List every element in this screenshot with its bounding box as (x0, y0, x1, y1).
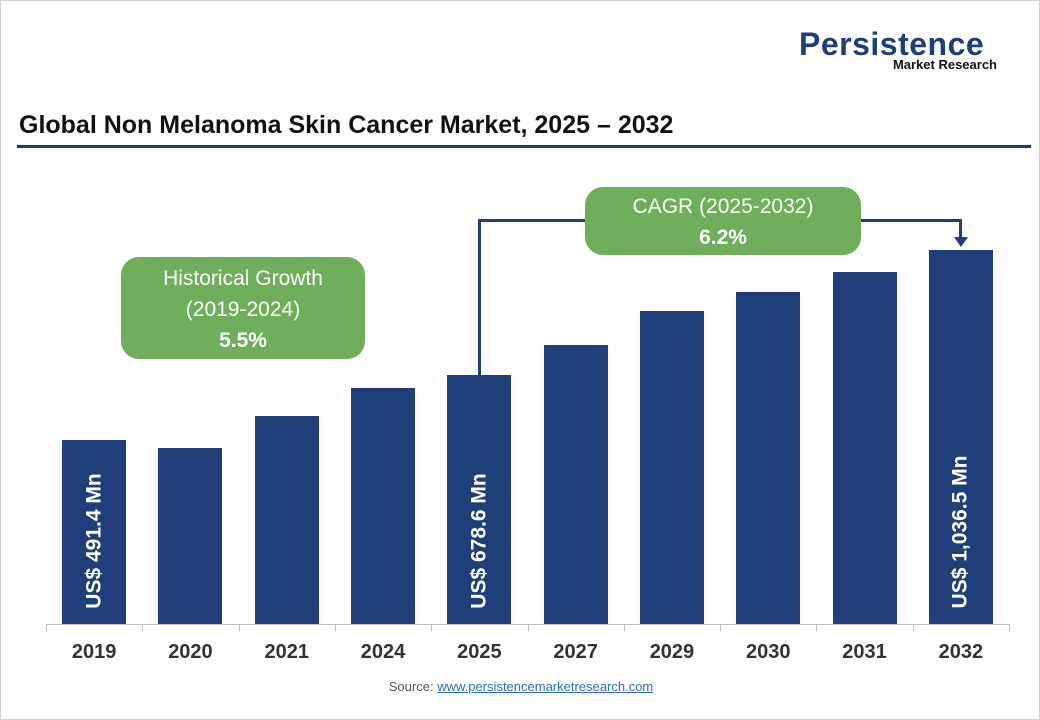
cagr-value: 6.2% (699, 226, 747, 249)
x-tick-label: 2029 (649, 641, 695, 663)
x-tick-label: 2025 (457, 641, 502, 663)
x-tick-label: 2030 (746, 641, 791, 663)
bar-2024 (351, 387, 416, 624)
x-tick-label: 2032 (938, 641, 984, 663)
source-label: Source: (388, 679, 434, 694)
x-tick-label: 2027 (553, 641, 598, 663)
source-link[interactable]: www.persistencemarketresearch.com (437, 679, 654, 694)
source-note: Source: www.persistencemarketresearch.co… (1, 679, 1039, 694)
x-tick (1009, 624, 1010, 631)
historical-value: 5.5% (219, 329, 267, 352)
cagr-callout: CAGR (2025-2032) 6.2% (585, 187, 861, 255)
bar-2030 (736, 291, 801, 624)
x-tick (238, 624, 240, 631)
x-tick-label: 2019 (71, 641, 117, 663)
bar-2025 (447, 374, 512, 624)
cagr-connector-top-right (860, 219, 962, 222)
chart-title: Global Non Melanoma Skin Cancer Market, … (19, 111, 674, 139)
data-label: US$ 491.4 Mn (82, 472, 106, 609)
x-tick (142, 624, 144, 631)
x-tick (334, 624, 336, 631)
x-tick (527, 624, 529, 631)
bar-2031 (832, 271, 897, 624)
data-label: US$ 1,036.5 Mn (948, 455, 972, 608)
bar-2027 (543, 344, 608, 624)
x-tick-label: 2021 (264, 641, 310, 663)
x-tick-label: 2020 (168, 641, 213, 663)
logo: Persistence (799, 26, 985, 62)
data-label: US$ 678.6 Mn (467, 472, 491, 609)
x-tick (431, 624, 433, 631)
x-tick (720, 624, 722, 631)
bar-2019 (62, 440, 127, 624)
cagr-connector-right (959, 219, 962, 239)
title-divider (17, 145, 1031, 148)
bar-2029 (639, 310, 704, 624)
bar-2032 (928, 250, 993, 624)
x-tick (816, 624, 818, 631)
cagr-connector-left (478, 219, 481, 375)
historical-growth-callout: Historical Growth (2019-2024) 5.5% (121, 257, 365, 359)
x-tick (912, 624, 914, 631)
x-tick-label: 2031 (842, 641, 887, 663)
bar-2020 (158, 447, 223, 624)
historical-label: Historical Growth (163, 267, 323, 290)
cagr-label: CAGR (2025-2032) (632, 195, 814, 218)
bar-2021 (254, 416, 319, 624)
x-tick-label: 2024 (360, 641, 406, 663)
historical-period: (2019-2024) (185, 298, 301, 321)
x-tick (623, 624, 625, 631)
logo-subtitle: Market Research (892, 57, 997, 72)
x-tick (46, 624, 47, 631)
arrow-down-icon (954, 237, 968, 247)
cagr-connector-top-left (478, 219, 586, 222)
